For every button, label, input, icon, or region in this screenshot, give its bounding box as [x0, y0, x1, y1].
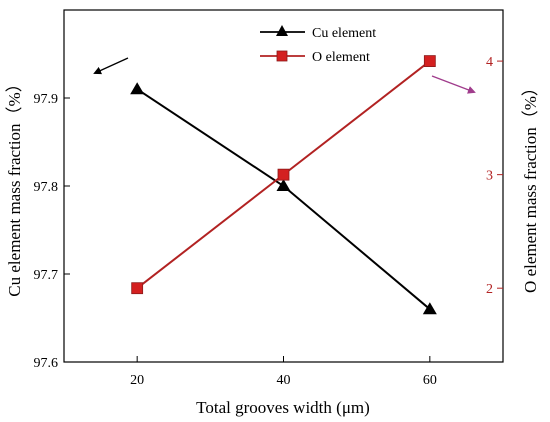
- y-right-tick-label-2: 4: [486, 55, 493, 70]
- legend: Cu element O element: [260, 25, 376, 65]
- y-left-tick-label-0: 97.6: [34, 356, 59, 371]
- legend-label-o: O element: [312, 50, 370, 65]
- data-point-cu-1: [276, 179, 291, 191]
- series-line-cu: [136, 88, 431, 310]
- data-point-o-2: [423, 55, 436, 67]
- x-tick-label-2: 60: [423, 373, 437, 388]
- x-axis-label: Total grooves width (μm): [196, 398, 370, 417]
- data-point-o-0: [131, 282, 144, 295]
- y-left-tick-label-3: 97.9: [34, 92, 59, 107]
- o-axis-arrow: [431, 75, 476, 94]
- legend-label-cu: Cu element: [312, 26, 376, 41]
- legend-marker-cu: [276, 25, 288, 36]
- y-right-tick-label-0: 2: [486, 282, 493, 297]
- y-left-tick-label-1: 97.7: [34, 268, 59, 283]
- data-point-cu-0: [130, 82, 145, 95]
- x-tick-label-0: 20: [130, 373, 144, 388]
- y-axis-label-left: Cu element mass fraction（%）: [5, 75, 24, 296]
- data-point-cu-2: [422, 302, 437, 315]
- y-axis-label-right: O element mass fraction（%）: [521, 79, 540, 293]
- y-left-tick-label-2: 97.8: [34, 180, 59, 195]
- cu-axis-arrow: [93, 57, 129, 75]
- data-point-o-1: [277, 168, 290, 181]
- x-tick-label-1: 40: [277, 373, 291, 388]
- legend-marker-o: [276, 50, 288, 62]
- y-right-tick-label-1: 3: [486, 169, 493, 184]
